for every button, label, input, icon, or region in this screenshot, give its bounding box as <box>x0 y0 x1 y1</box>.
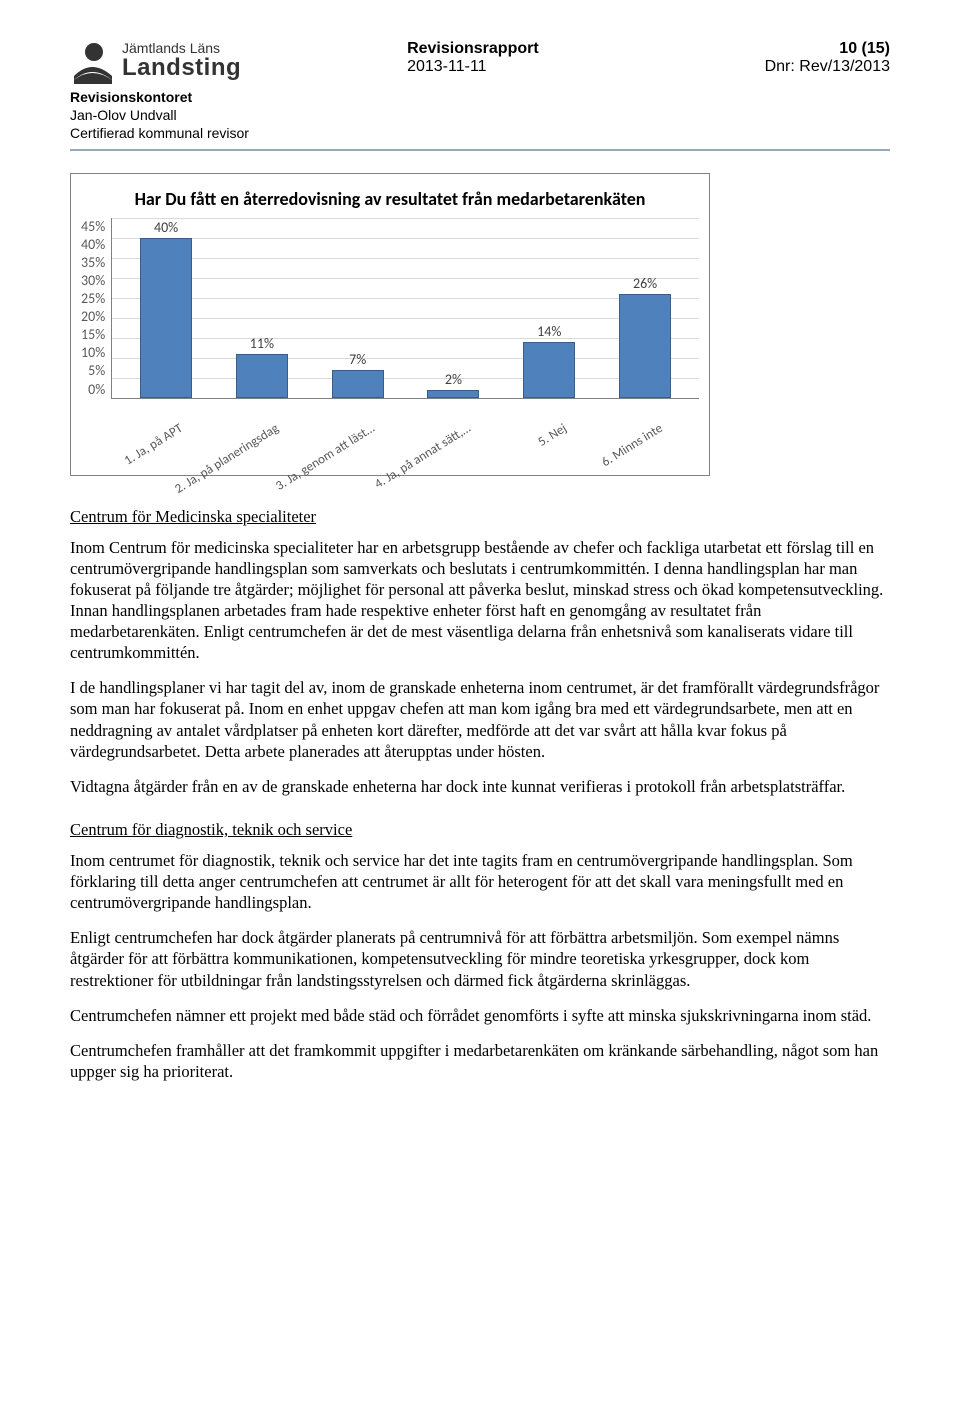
y-tick: 15% <box>81 326 105 343</box>
bar-value-label: 2% <box>445 371 462 388</box>
bar-column: 2% <box>415 371 491 398</box>
bar-column: 14% <box>511 323 587 398</box>
paragraph: Vidtagna åtgärder från en av de granskad… <box>70 776 890 797</box>
bar <box>619 294 671 398</box>
logo-block: Jämtlands Läns Landsting <box>70 40 241 84</box>
x-tick-label: 6. Minns inte <box>618 405 714 496</box>
logo-icon <box>70 40 114 84</box>
page: Jämtlands Läns Landsting Revisionsrappor… <box>0 0 960 1417</box>
y-tick: 10% <box>81 344 105 361</box>
bar <box>523 342 575 398</box>
bar-column: 40% <box>128 219 204 398</box>
report-date: 2013-11-11 <box>407 58 539 76</box>
paragraph: Centrumchefen framhåller att det framkom… <box>70 1040 890 1082</box>
header-right: 10 (15) Dnr: Rev/13/2013 <box>765 40 890 76</box>
bar <box>140 238 192 398</box>
x-tick-label: 5. Nej <box>523 405 619 496</box>
bar-value-label: 7% <box>349 351 366 368</box>
bar <box>236 354 288 398</box>
y-tick: 25% <box>81 290 105 307</box>
bar-value-label: 11% <box>250 335 274 352</box>
y-tick: 45% <box>81 218 105 235</box>
plot-wrap: 40% 11% 7% 2% 14% 26% 1. Ja, på APT2. Ja, på … <box>111 218 699 465</box>
chart-area: 45%40%35%30%25%20%15%10%5%0% 40%11%7%2%1… <box>81 218 699 465</box>
y-tick: 40% <box>81 236 105 253</box>
body-text: Centrum för Medicinska specialiteter Ino… <box>70 506 890 1082</box>
bar-value-label: 26% <box>633 275 657 292</box>
header-center: Revisionsrapport 2013-11-11 <box>407 40 539 76</box>
x-tick-label: 4. Ja, på annat sätt,… <box>427 405 523 496</box>
dnr: Dnr: Rev/13/2013 <box>765 58 890 76</box>
chart-title: Har Du fått en återredovisning av result… <box>81 188 699 210</box>
bar <box>332 370 384 398</box>
bar-column: 11% <box>224 335 300 398</box>
page-header: Jämtlands Läns Landsting Revisionsrappor… <box>70 40 890 84</box>
y-axis: 45%40%35%30%25%20%15%10%5% 0% <box>81 218 111 398</box>
section-heading-1: Centrum för Medicinska specialiteter <box>70 506 890 527</box>
x-axis: 1. Ja, på APT2. Ja, på planeringsdag3. J… <box>111 399 699 465</box>
report-title: Revisionsrapport <box>407 40 539 58</box>
paragraph: Enligt centrumchefen har dock åtgärder p… <box>70 927 890 990</box>
header-divider <box>70 149 890 151</box>
bar-value-label: 40% <box>154 219 178 236</box>
author-title: Certifierad kommunal revisor <box>70 124 890 142</box>
paragraph: Inom centrumet för diagnostik, teknik oc… <box>70 850 890 913</box>
y-tick: 5% <box>81 362 105 379</box>
y-tick: 35% <box>81 254 105 271</box>
office-name: Revisionskontoret <box>70 88 890 106</box>
bar <box>427 390 479 398</box>
logo-text: Jämtlands Läns Landsting <box>122 40 241 82</box>
author-name: Jan-Olov Undvall <box>70 106 890 124</box>
sub-header: Revisionskontoret Jan-Olov Undvall Certi… <box>70 88 890 143</box>
y-tick: 30% <box>81 272 105 289</box>
bar-value-label: 14% <box>537 323 561 340</box>
paragraph: Inom Centrum för medicinska specialitete… <box>70 537 890 664</box>
paragraph: I de handlingsplaner vi har tagit del av… <box>70 677 890 761</box>
chart-plot: 40% 11% 7% 2% 14% 26% <box>111 218 699 399</box>
y-tick: 20% <box>81 308 105 325</box>
paragraph: Centrumchefen nämner ett projekt med båd… <box>70 1005 890 1026</box>
page-number: 10 (15) <box>765 40 890 58</box>
y-tick: 0% <box>81 381 105 398</box>
logo-line2: Landsting <box>122 54 241 82</box>
bar-column: 26% <box>607 275 683 398</box>
section-heading-2: Centrum för diagnostik, teknik och servi… <box>70 819 890 840</box>
bar-column: 7% <box>320 351 396 398</box>
chart-container: Har Du fått en återredovisning av result… <box>70 173 710 476</box>
